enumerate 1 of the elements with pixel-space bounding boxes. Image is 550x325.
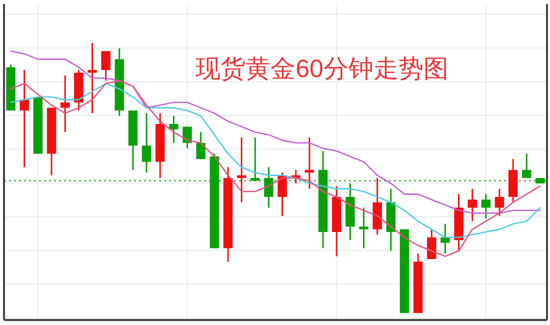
title: 现货黄金60分钟走势图 xyxy=(196,55,448,83)
